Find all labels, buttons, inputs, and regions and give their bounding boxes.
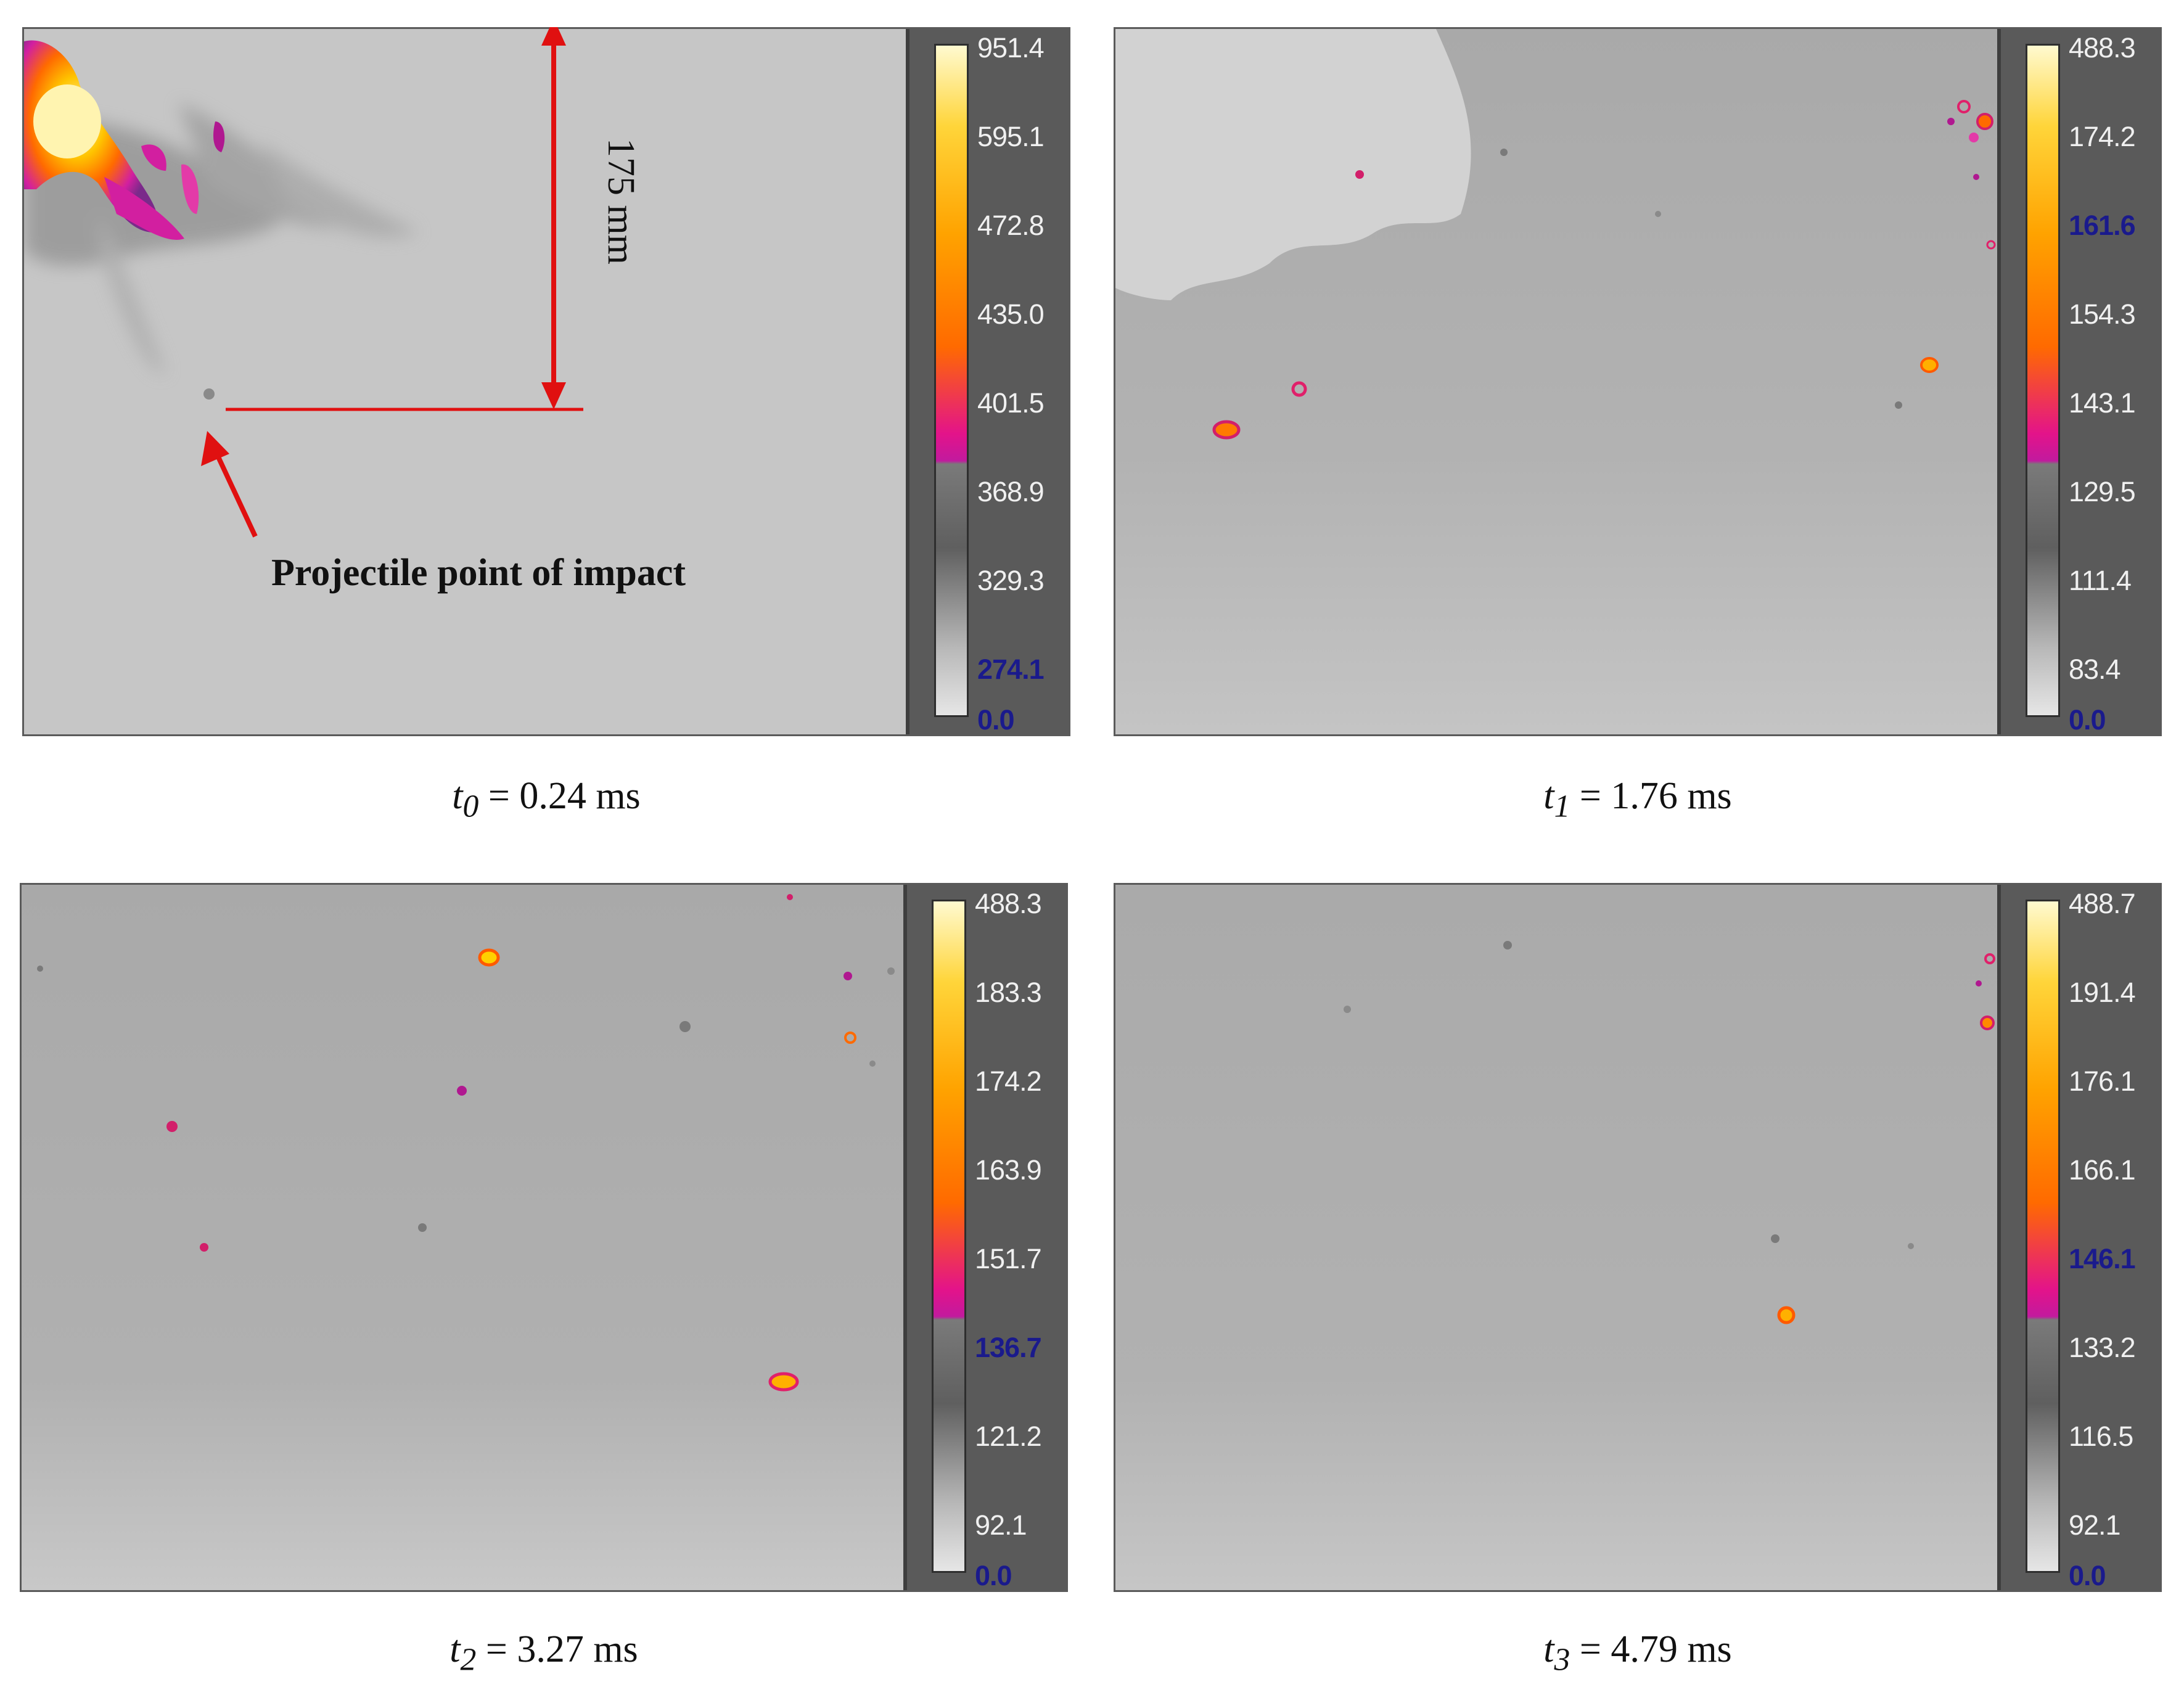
thermal-frame [1115, 885, 1997, 1590]
time-value: 0.24 ms [519, 775, 641, 817]
scale-tick: 143.1 [2069, 387, 2136, 419]
color-scale: 488.3 183.3 174.2 163.9 151.7 136.7 121.… [903, 885, 1066, 1590]
scale-tick: 183.3 [975, 977, 1042, 1008]
color-scale-bar [2026, 44, 2060, 717]
scale-tick: 488.7 [2069, 888, 2136, 919]
scale-tick: 174.2 [975, 1065, 1042, 1097]
impact-arrow-shaft [211, 445, 258, 538]
scale-tick: 121.2 [975, 1421, 1042, 1452]
time-symbol: t0 [452, 775, 479, 824]
distance-arrow-head-up [541, 27, 566, 46]
scale-tick-highlight: 146.1 [2069, 1243, 2136, 1274]
scale-tick-highlight: 0.0 [2069, 1560, 2106, 1591]
scale-tick: 472.8 [977, 210, 1045, 241]
scale-tick: 488.3 [2069, 32, 2136, 64]
scale-tick-highlight: 0.0 [975, 1560, 1012, 1591]
thermal-image: 488.3 183.3 174.2 163.9 151.7 136.7 121.… [20, 883, 1068, 1592]
scale-tick-highlight: 274.1 [977, 654, 1045, 685]
time-symbol: t1 [1543, 775, 1570, 824]
thermal-frame [1115, 29, 1997, 734]
scale-tick: 329.3 [977, 565, 1045, 596]
scale-tick: 191.4 [2069, 977, 2136, 1008]
scale-tick: 488.3 [975, 888, 1042, 919]
hot-fragments [1115, 29, 1996, 440]
color-scale-bar [932, 900, 966, 1573]
scale-tick: 116.5 [2069, 1421, 2133, 1452]
hot-spray-plume [24, 40, 419, 400]
thermal-frame [22, 885, 903, 1590]
scale-tick-highlight: 0.0 [977, 704, 1015, 736]
scale-tick: 435.0 [977, 298, 1045, 330]
time-caption-t0: t0 = 0.24 ms [452, 775, 641, 824]
scale-tick: 133.2 [2069, 1332, 2136, 1363]
hot-fragments [37, 894, 895, 1392]
time-value: 3.27 ms [517, 1628, 638, 1670]
color-scale-bar [934, 44, 969, 717]
scale-tick: 111.4 [2069, 565, 2132, 596]
scale-tick: 166.1 [2069, 1154, 2136, 1186]
color-scale: 488.3 174.2 161.6 154.3 143.1 129.5 111.… [1997, 29, 2160, 734]
time-caption-t3: t3 = 4.79 ms [1543, 1628, 1732, 1678]
impact-arrow-head [201, 431, 229, 466]
scale-tick: 129.5 [2069, 476, 2136, 507]
time-value: 4.79 ms [1611, 1628, 1732, 1670]
hot-fragments [1344, 941, 1995, 1324]
color-scale-bar [2026, 900, 2060, 1573]
distance-arrow-head-down [541, 382, 566, 409]
color-scale: 488.7 191.4 176.1 166.1 146.1 133.2 116.… [1997, 885, 2160, 1590]
time-symbol: t3 [1543, 1628, 1570, 1678]
scale-tick: 92.1 [2069, 1509, 2121, 1541]
impact-label: Projectile point of impact [271, 552, 686, 594]
scale-tick: 154.3 [2069, 298, 2136, 330]
distance-label: 175 mm [600, 138, 642, 265]
scale-tick: 176.1 [2069, 1065, 2136, 1097]
thermal-image: 488.7 191.4 176.1 166.1 146.1 133.2 116.… [1114, 883, 2162, 1592]
color-scale: 951.4 595.1 472.8 435.0 401.5 368.9 329.… [906, 29, 1069, 734]
time-value: 1.76 ms [1611, 775, 1732, 817]
scale-tick: 401.5 [977, 387, 1045, 419]
thermal-image: 951.4 595.1 472.8 435.0 401.5 368.9 329.… [22, 27, 1070, 736]
thermal-frame [24, 29, 906, 734]
scale-tick: 163.9 [975, 1154, 1042, 1186]
scale-tick: 92.1 [975, 1509, 1027, 1541]
thermogram-panel-t2: 488.3 183.3 174.2 163.9 151.7 136.7 121.… [20, 883, 1068, 1592]
time-caption-t2: t2 = 3.27 ms [450, 1628, 638, 1678]
scale-tick: 151.7 [975, 1243, 1042, 1274]
dimension-annotation [201, 27, 583, 538]
scale-tick-highlight: 0.0 [2069, 704, 2106, 736]
thermal-image: 488.3 174.2 161.6 154.3 143.1 129.5 111.… [1114, 27, 2162, 736]
thermogram-panel-t0: 951.4 595.1 472.8 435.0 401.5 368.9 329.… [22, 27, 1070, 736]
scale-tick: 951.4 [977, 32, 1045, 64]
scale-tick-highlight: 161.6 [2069, 210, 2136, 241]
thermogram-panel-t1: 488.3 174.2 161.6 154.3 143.1 129.5 111.… [1114, 27, 2162, 736]
scale-tick: 368.9 [977, 476, 1045, 507]
time-symbol: t2 [450, 1628, 477, 1678]
scale-tick: 83.4 [2069, 654, 2121, 685]
time-caption-t1: t1 = 1.76 ms [1543, 775, 1732, 824]
scale-tick: 174.2 [2069, 121, 2136, 152]
scale-tick: 595.1 [977, 121, 1045, 152]
scale-tick-highlight: 136.7 [975, 1332, 1042, 1363]
thermogram-panel-t3: 488.7 191.4 176.1 166.1 146.1 133.2 116.… [1114, 883, 2162, 1592]
